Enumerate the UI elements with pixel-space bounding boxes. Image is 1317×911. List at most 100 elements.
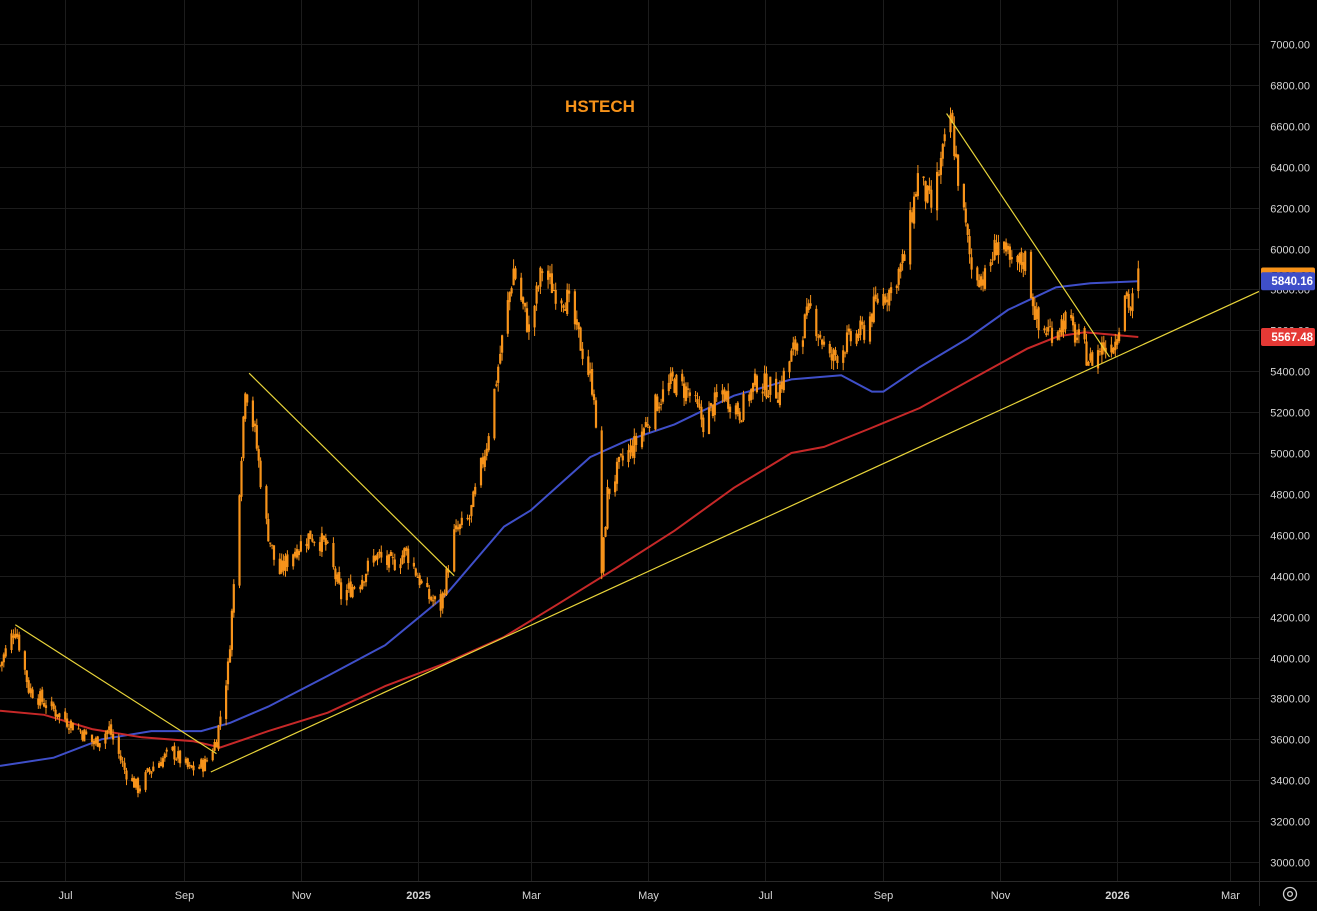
- candle: [803, 313, 806, 339]
- trendline[interactable]: [14, 624, 217, 755]
- candle: [389, 550, 392, 557]
- candle: [479, 457, 483, 488]
- candle: [215, 739, 218, 748]
- candle: [4, 645, 7, 658]
- candle: [1062, 313, 1065, 338]
- candle: [324, 533, 327, 551]
- candle: [654, 393, 657, 431]
- candle: [1085, 334, 1088, 366]
- candle: [1127, 289, 1130, 313]
- candle: [752, 382, 755, 400]
- candle: [761, 383, 764, 402]
- settings-button[interactable]: [1282, 886, 1298, 902]
- candle: [955, 145, 958, 159]
- candle: [552, 283, 555, 292]
- time-axis[interactable]: Jul Sep Nov 2025 Mar May Jul Sep Nov 2026 Mar: [58, 890, 1240, 902]
- candle: [112, 729, 115, 745]
- candle: [539, 266, 542, 294]
- candle: [374, 555, 377, 562]
- candle: [1033, 297, 1036, 320]
- svg-text:5567.48: 5567.48: [1271, 332, 1313, 344]
- candle: [560, 298, 563, 312]
- trendline[interactable]: [210, 290, 1260, 773]
- candle: [769, 376, 772, 403]
- x-tick-label: Nov: [292, 890, 312, 902]
- trendline[interactable]: [946, 113, 1110, 358]
- candle: [1100, 336, 1103, 364]
- candle: [673, 377, 676, 394]
- candle: [295, 544, 299, 560]
- candle: [957, 154, 960, 191]
- candle: [79, 728, 82, 734]
- candle: [587, 349, 590, 378]
- candle: [822, 336, 826, 347]
- candle: [809, 295, 812, 309]
- svg-text:5840.16: 5840.16: [1271, 276, 1313, 288]
- candle: [1073, 322, 1077, 347]
- candle: [997, 234, 1000, 264]
- candle: [131, 774, 134, 782]
- candle: [792, 336, 795, 356]
- candle: [750, 388, 753, 404]
- candle: [903, 250, 906, 262]
- candle: [363, 581, 366, 587]
- candle: [962, 183, 965, 211]
- candle: [648, 425, 651, 433]
- candle: [667, 374, 670, 396]
- candle: [416, 572, 419, 578]
- candle: [364, 573, 368, 587]
- candle: [110, 719, 113, 738]
- candle: [418, 572, 421, 589]
- trendline[interactable]: [248, 372, 455, 577]
- candle: [868, 311, 872, 345]
- candle: [688, 388, 691, 403]
- x-tick-label: Sep: [874, 890, 894, 902]
- candle: [244, 392, 247, 422]
- candle: [31, 686, 34, 699]
- candle: [694, 391, 697, 403]
- candle: [830, 346, 833, 369]
- candle: [485, 443, 488, 461]
- candle: [499, 345, 502, 365]
- candle: [272, 545, 276, 566]
- candle: [94, 736, 97, 746]
- candle: [1018, 252, 1021, 272]
- candle: [307, 533, 310, 551]
- candle: [805, 298, 808, 320]
- candle: [978, 274, 981, 288]
- candle: [1123, 295, 1126, 332]
- candle: [857, 328, 860, 342]
- candle: [991, 251, 994, 265]
- y-tick-label: 4400.00: [1270, 572, 1310, 584]
- x-tick-label: Mar: [1221, 890, 1240, 902]
- candle: [121, 756, 124, 767]
- candle: [246, 393, 249, 407]
- candle: [661, 380, 665, 404]
- candle: [1049, 318, 1052, 328]
- candle: [1016, 254, 1019, 271]
- candle: [821, 338, 824, 350]
- candle: [1003, 241, 1006, 254]
- candle: [501, 334, 504, 361]
- candle: [1029, 249, 1033, 299]
- candle: [165, 747, 168, 758]
- candle: [294, 547, 297, 559]
- candle: [554, 282, 557, 310]
- candle: [150, 771, 153, 778]
- candle: [631, 439, 634, 459]
- candle: [847, 324, 850, 335]
- candle: [512, 259, 515, 286]
- candle: [989, 258, 992, 272]
- price-axis[interactable]: 3000.00 3200.00 3400.00 3600.00 3800.00 4000.…: [1270, 40, 1310, 870]
- candle: [790, 348, 793, 362]
- candle: [870, 312, 873, 328]
- candle: [1087, 360, 1090, 366]
- candle: [941, 142, 944, 167]
- candle: [888, 288, 891, 312]
- candle: [725, 390, 728, 402]
- candle: [1047, 319, 1050, 336]
- candle: [309, 530, 312, 540]
- candle: [188, 761, 191, 769]
